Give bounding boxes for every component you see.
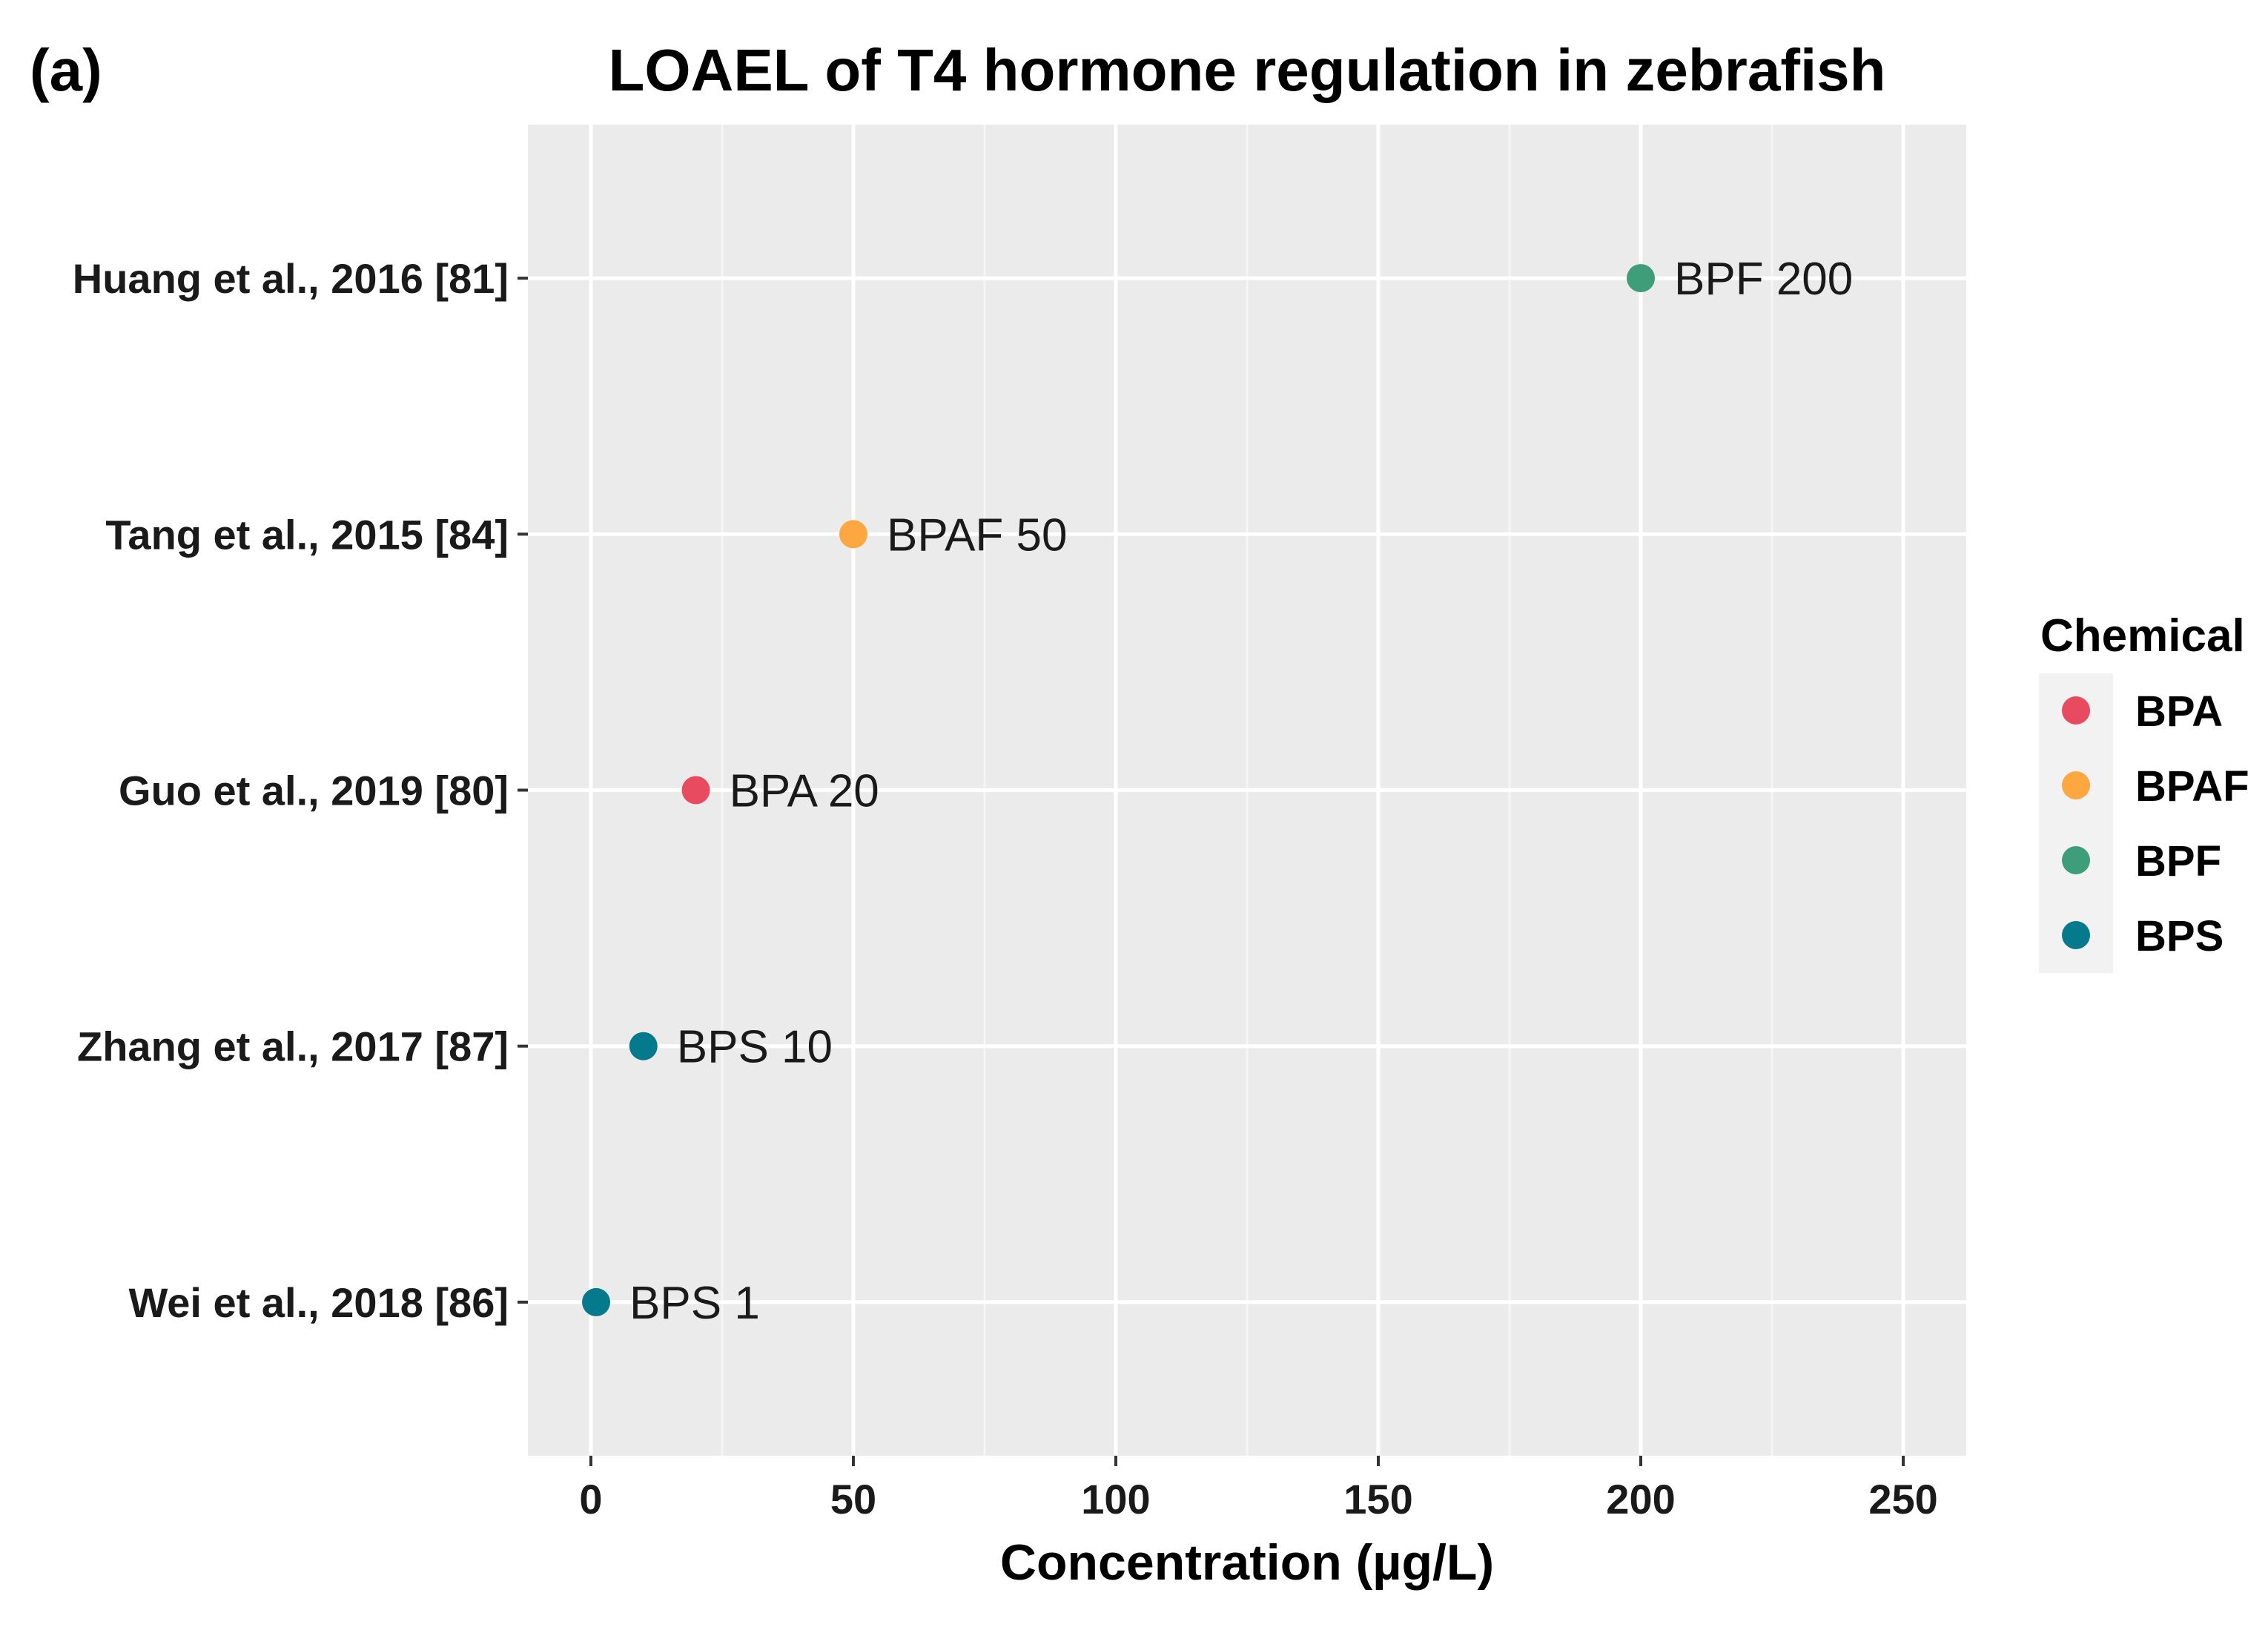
chart-title: LOAEL of T4 hormone regulation in zebraf… [608, 37, 1885, 103]
data-point [582, 1287, 611, 1316]
panel-tag: (a) [30, 37, 102, 103]
x-tick-label: 200 [1606, 1476, 1675, 1522]
points: BPF 200 BPAF 50 BPA 20 BPS 10 BPS 1 [582, 254, 1853, 1329]
legend: Chemical BPA BPAF BPF BPS [2039, 610, 2249, 973]
y-tick-label: Zhang et al., 2017 [87] [77, 1023, 509, 1070]
y-tick-label: Wei et al., 2018 [86] [128, 1279, 509, 1326]
data-point-label: BPF 200 [1674, 254, 1853, 305]
grid-major [528, 125, 1966, 1456]
y-tick-label: Tang et al., 2015 [84] [105, 511, 509, 558]
legend-label: BPS [2135, 912, 2224, 960]
legend-key [2062, 921, 2090, 949]
data-point [839, 520, 867, 549]
x-tick-label: 0 [579, 1476, 602, 1522]
y-tick-label: Huang et al., 2016 [81] [73, 255, 509, 302]
x-tick-label: 150 [1343, 1476, 1412, 1522]
legend-label: BPAF [2135, 762, 2249, 811]
legend-label: BPF [2135, 837, 2221, 885]
data-point [681, 776, 710, 805]
legend-key [2062, 846, 2090, 874]
legend-key [2062, 696, 2090, 725]
legend-label: BPA [2135, 687, 2223, 736]
data-point-label: BPAF 50 [887, 509, 1068, 561]
y-tick-label: Guo et al., 2019 [80] [119, 768, 509, 814]
data-point [629, 1032, 658, 1060]
data-point [1627, 264, 1656, 293]
legend-key [2062, 771, 2090, 799]
legend-title: Chemical [2040, 610, 2245, 661]
data-point-label: BPS 1 [629, 1278, 760, 1329]
x-tick-label: 100 [1081, 1476, 1150, 1522]
x-tick-label: 50 [830, 1476, 876, 1522]
axis-ticks: 0 50 100 150 200 250 Wei et al., 2018 [86] Zhan… [73, 255, 1938, 1522]
data-point-label: BPS 10 [677, 1022, 833, 1073]
x-axis-label: Concentration (µg/L) [1000, 1534, 1494, 1591]
x-tick-label: 250 [1868, 1476, 1937, 1522]
data-point-label: BPA 20 [730, 766, 879, 817]
